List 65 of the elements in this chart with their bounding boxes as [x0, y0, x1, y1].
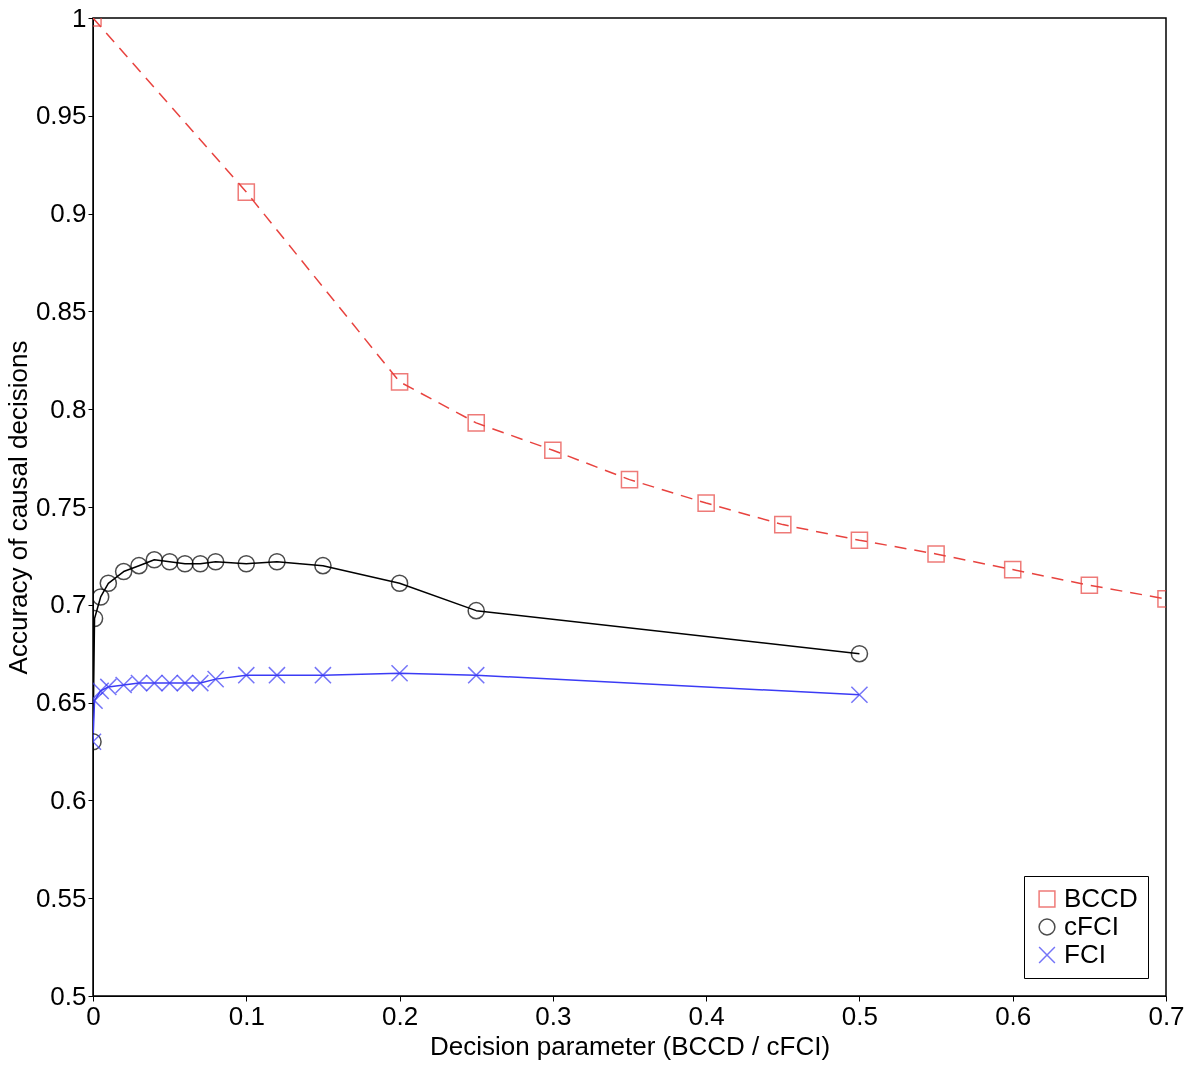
x-tick-label: 0.5 — [841, 1000, 879, 1031]
legend-label: BCCD — [1064, 883, 1138, 913]
point — [850, 531, 869, 550]
point — [927, 545, 945, 563]
y-tick-label: 0.75 — [35, 491, 87, 522]
point — [93, 682, 110, 700]
point — [697, 494, 715, 512]
point — [237, 183, 256, 201]
x-tick-label: 0.6 — [995, 1000, 1032, 1031]
y-tick-label: 0.85 — [35, 295, 87, 326]
point — [160, 552, 179, 571]
point — [145, 674, 164, 692]
legend-label: FCI — [1064, 939, 1106, 969]
point — [773, 515, 792, 534]
x-tick-label: 0.4 — [688, 1000, 725, 1031]
point — [268, 552, 286, 571]
point — [176, 674, 194, 692]
y-tick-label: 0.7 — [50, 589, 87, 620]
y-tick-label: 0.65 — [35, 687, 87, 718]
x-tick-label: 0.3 — [535, 1000, 572, 1031]
point — [160, 674, 179, 692]
point — [114, 676, 133, 694]
point — [1003, 560, 1022, 579]
point — [237, 554, 256, 573]
point — [544, 441, 562, 460]
point — [467, 666, 486, 685]
point — [130, 674, 148, 692]
y-tick-label: 0.95 — [35, 100, 87, 131]
y-tick-label: 0.9 — [50, 198, 87, 229]
point — [620, 470, 639, 489]
point — [467, 414, 486, 432]
x-tick-label: 0.1 — [228, 1000, 265, 1031]
point — [850, 685, 869, 704]
point — [99, 574, 118, 593]
legend-label: cFCI — [1064, 911, 1119, 941]
point — [850, 644, 869, 663]
point — [390, 574, 409, 593]
x-axis-title: Decision parameter (BCCD / cFCI) — [429, 1030, 831, 1061]
x-tick-label: 0.7 — [1148, 1000, 1185, 1031]
point — [191, 554, 210, 573]
point — [206, 552, 225, 571]
point — [114, 562, 133, 581]
point — [176, 554, 194, 573]
y-tick-label: 0.55 — [35, 882, 87, 913]
point — [206, 670, 225, 688]
point — [237, 666, 256, 685]
y-tick-label: 0.5 — [50, 980, 87, 1011]
y-axis-title: Accuracy of causal decisions — [2, 340, 33, 675]
point — [130, 556, 148, 575]
point — [268, 666, 286, 685]
x-tick-label: 0.2 — [381, 1000, 419, 1031]
point — [99, 678, 118, 696]
point — [1080, 576, 1099, 595]
y-tick-label: 1 — [72, 2, 87, 33]
point — [390, 664, 409, 683]
point — [314, 666, 332, 685]
point — [145, 551, 164, 569]
point — [390, 373, 409, 391]
point — [314, 556, 332, 575]
point — [93, 588, 110, 606]
y-tick-label: 0.6 — [50, 784, 87, 815]
point — [191, 674, 210, 692]
y-tick-label: 0.8 — [50, 393, 87, 424]
point — [467, 601, 486, 620]
x-tick-label: 0 — [86, 1000, 101, 1031]
